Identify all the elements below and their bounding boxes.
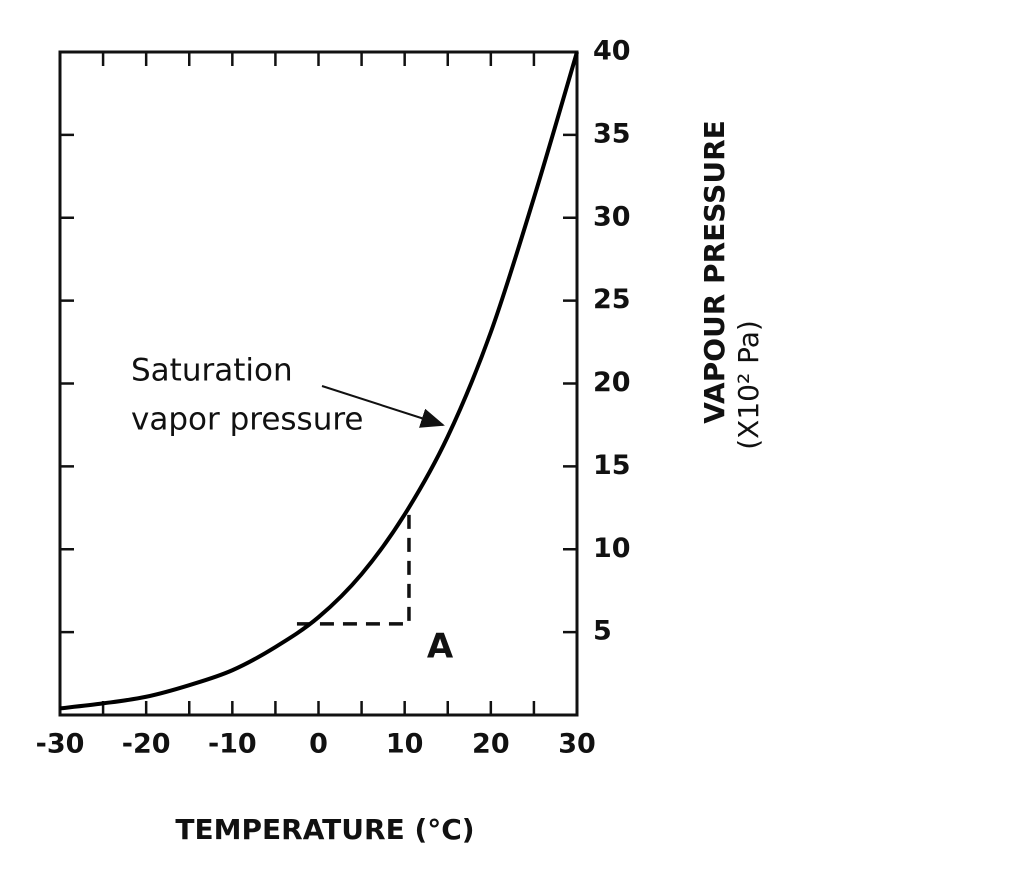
x-tick-label: 20 xyxy=(472,729,510,760)
x-tick-label: -20 xyxy=(122,729,171,760)
annotation: Saturation xyxy=(131,353,293,389)
y-tick-label: 15 xyxy=(593,450,631,481)
annotation: vapor pressure xyxy=(131,402,364,438)
x-tick-label: -10 xyxy=(208,729,257,760)
curve xyxy=(59,51,579,711)
y-tick-label: 40 xyxy=(593,36,631,67)
x-tick-label: 30 xyxy=(558,729,596,760)
y-axis-title: VAPOUR PRESSURE xyxy=(698,120,731,424)
annotation-arrow xyxy=(321,385,445,428)
y-tick-label: 5 xyxy=(593,616,612,647)
x-tick-label: 10 xyxy=(386,729,424,760)
y-axis-unit: (X10² Pa) xyxy=(732,320,765,450)
guide-line xyxy=(296,507,411,626)
point-label: A xyxy=(427,627,454,667)
y-tick-label: 20 xyxy=(593,367,631,398)
x-axis-title: TEMPERATURE (°C) xyxy=(175,813,474,846)
y-tick-label: 35 xyxy=(593,118,631,149)
y-tick-label: 25 xyxy=(593,284,631,315)
y-tick-label: 30 xyxy=(593,201,631,232)
x-tick-label: -30 xyxy=(36,729,85,760)
y-tick-label: 10 xyxy=(593,533,631,564)
x-tick-label: 0 xyxy=(309,729,328,760)
